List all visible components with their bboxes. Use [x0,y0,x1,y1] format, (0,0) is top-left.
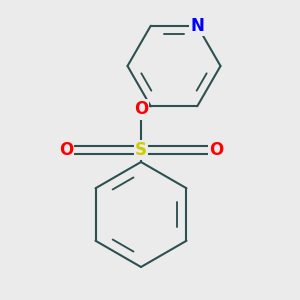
Text: O: O [209,141,223,159]
Text: O: O [134,100,148,118]
Text: N: N [190,17,204,35]
Text: S: S [135,141,147,159]
Text: O: O [59,141,73,159]
